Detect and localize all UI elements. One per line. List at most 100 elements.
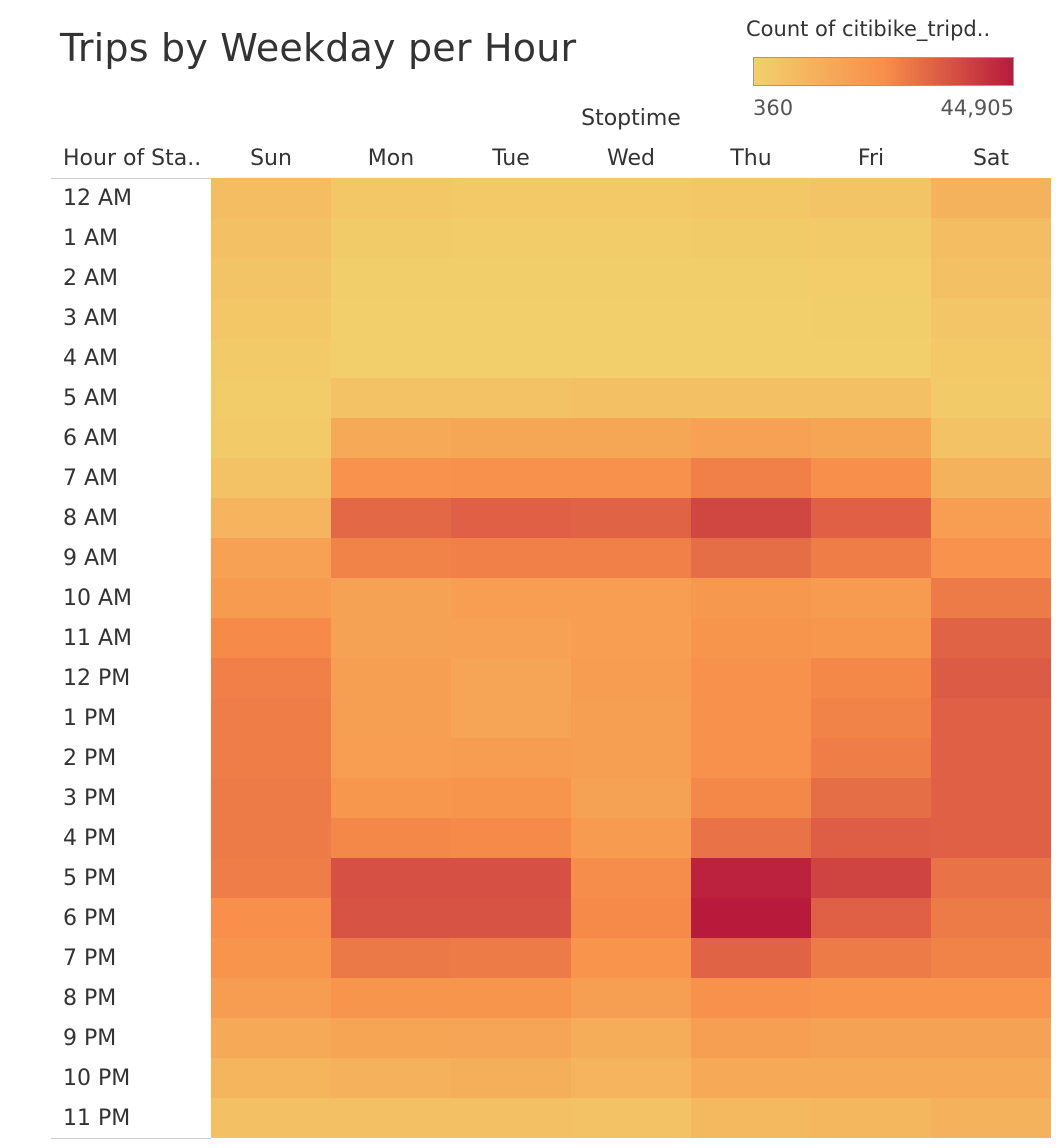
heatmap-cell bbox=[331, 458, 451, 498]
heatmap-cell bbox=[811, 818, 931, 858]
heatmap-cell bbox=[571, 898, 691, 938]
row-label: 1 AM bbox=[63, 226, 119, 251]
heatmap-cell bbox=[211, 218, 331, 258]
heatmap-cell bbox=[931, 498, 1051, 538]
heatmap-cell bbox=[931, 578, 1051, 618]
heatmap-cell bbox=[331, 898, 451, 938]
heatmap-cell bbox=[211, 578, 331, 618]
legend-color-ramp bbox=[753, 57, 1014, 86]
heatmap-cell bbox=[931, 1018, 1051, 1058]
heatmap-cell bbox=[931, 778, 1051, 818]
row-label: 11 PM bbox=[63, 1106, 131, 1131]
row-label: 8 AM bbox=[63, 506, 119, 531]
heatmap-cell bbox=[691, 1018, 811, 1058]
column-label-tue: Tue bbox=[492, 146, 530, 171]
column-label-sun: Sun bbox=[250, 146, 292, 171]
row-label: 10 PM bbox=[63, 1066, 131, 1091]
heatmap-cell bbox=[211, 658, 331, 698]
heatmap-cell bbox=[331, 938, 451, 978]
heatmap-cell bbox=[211, 538, 331, 578]
heatmap-cell bbox=[931, 858, 1051, 898]
heatmap-cell bbox=[211, 338, 331, 378]
heatmap-cell bbox=[451, 458, 571, 498]
heatmap-cell bbox=[811, 1018, 931, 1058]
heatmap-cell bbox=[811, 258, 931, 298]
heatmap-cell bbox=[211, 1098, 331, 1138]
heatmap-cell bbox=[811, 178, 931, 218]
heatmap-cell bbox=[331, 178, 451, 218]
heatmap-cell bbox=[331, 738, 451, 778]
heatmap-cell bbox=[331, 858, 451, 898]
heatmap-cell bbox=[811, 778, 931, 818]
row-label: 12 PM bbox=[63, 666, 131, 691]
heatmap-cell bbox=[331, 378, 451, 418]
heatmap-cell bbox=[691, 818, 811, 858]
heatmap-cell bbox=[691, 418, 811, 458]
heatmap-cell bbox=[451, 1018, 571, 1058]
heatmap-cell bbox=[571, 618, 691, 658]
heatmap-cell bbox=[571, 258, 691, 298]
heatmap-cell bbox=[331, 218, 451, 258]
heatmap-cell bbox=[811, 898, 931, 938]
row-label: 5 PM bbox=[63, 866, 117, 891]
heatmap-cell bbox=[211, 978, 331, 1018]
row-label: 4 AM bbox=[63, 346, 119, 371]
heatmap-cell bbox=[451, 978, 571, 1018]
heatmap-cell bbox=[331, 338, 451, 378]
heatmap-cell bbox=[691, 738, 811, 778]
heatmap-cell bbox=[811, 1058, 931, 1098]
heatmap-cell bbox=[811, 578, 931, 618]
heatmap-cell bbox=[931, 938, 1051, 978]
heatmap-cell bbox=[691, 898, 811, 938]
heatmap-cell bbox=[931, 978, 1051, 1018]
heatmap-cell bbox=[571, 858, 691, 898]
row-label: 1 PM bbox=[63, 706, 117, 731]
heatmap-cell bbox=[571, 938, 691, 978]
heatmap-cell bbox=[811, 218, 931, 258]
legend-min-label: 360 bbox=[753, 96, 794, 120]
heatmap-grid bbox=[211, 178, 1051, 1138]
heatmap-cell bbox=[811, 298, 931, 338]
heatmap-cell bbox=[811, 1098, 931, 1138]
heatmap-cell bbox=[811, 418, 931, 458]
heatmap-cell bbox=[811, 938, 931, 978]
heatmap-cell bbox=[571, 978, 691, 1018]
heatmap-cell bbox=[931, 818, 1051, 858]
row-label: 4 PM bbox=[63, 826, 117, 851]
heatmap-cell bbox=[571, 218, 691, 258]
row-header-title: Hour of Sta.. bbox=[63, 146, 202, 171]
heatmap-cell bbox=[331, 698, 451, 738]
heatmap-cell bbox=[211, 698, 331, 738]
heatmap-cell bbox=[691, 178, 811, 218]
row-label: 7 AM bbox=[63, 466, 119, 491]
heatmap-cell bbox=[931, 538, 1051, 578]
heatmap-cell bbox=[571, 178, 691, 218]
row-label: 8 PM bbox=[63, 986, 117, 1011]
heatmap-cell bbox=[571, 1018, 691, 1058]
heatmap-cell bbox=[451, 538, 571, 578]
heatmap-cell bbox=[331, 498, 451, 538]
heatmap-cell bbox=[331, 618, 451, 658]
heatmap-cell bbox=[691, 618, 811, 658]
heatmap-cell bbox=[331, 1018, 451, 1058]
column-label-fri: Fri bbox=[857, 146, 885, 171]
heatmap-cell bbox=[451, 1058, 571, 1098]
heatmap-cell bbox=[331, 818, 451, 858]
heatmap-cell bbox=[691, 978, 811, 1018]
chart-title: Trips by Weekday per Hour bbox=[60, 26, 577, 70]
row-label: 6 AM bbox=[63, 426, 119, 451]
heatmap-cell bbox=[451, 178, 571, 218]
column-group-title: Stoptime bbox=[581, 106, 681, 131]
heatmap-cell bbox=[211, 258, 331, 298]
heatmap-cell bbox=[691, 698, 811, 738]
heatmap-cell bbox=[571, 578, 691, 618]
heatmap-cell bbox=[211, 1018, 331, 1058]
heatmap-cell bbox=[691, 778, 811, 818]
row-label: 12 AM bbox=[63, 186, 133, 211]
heatmap-cell bbox=[571, 418, 691, 458]
heatmap-cell bbox=[451, 778, 571, 818]
heatmap-cell bbox=[811, 538, 931, 578]
heatmap-cell bbox=[211, 858, 331, 898]
heatmap-cell bbox=[931, 458, 1051, 498]
heatmap-cell bbox=[571, 458, 691, 498]
